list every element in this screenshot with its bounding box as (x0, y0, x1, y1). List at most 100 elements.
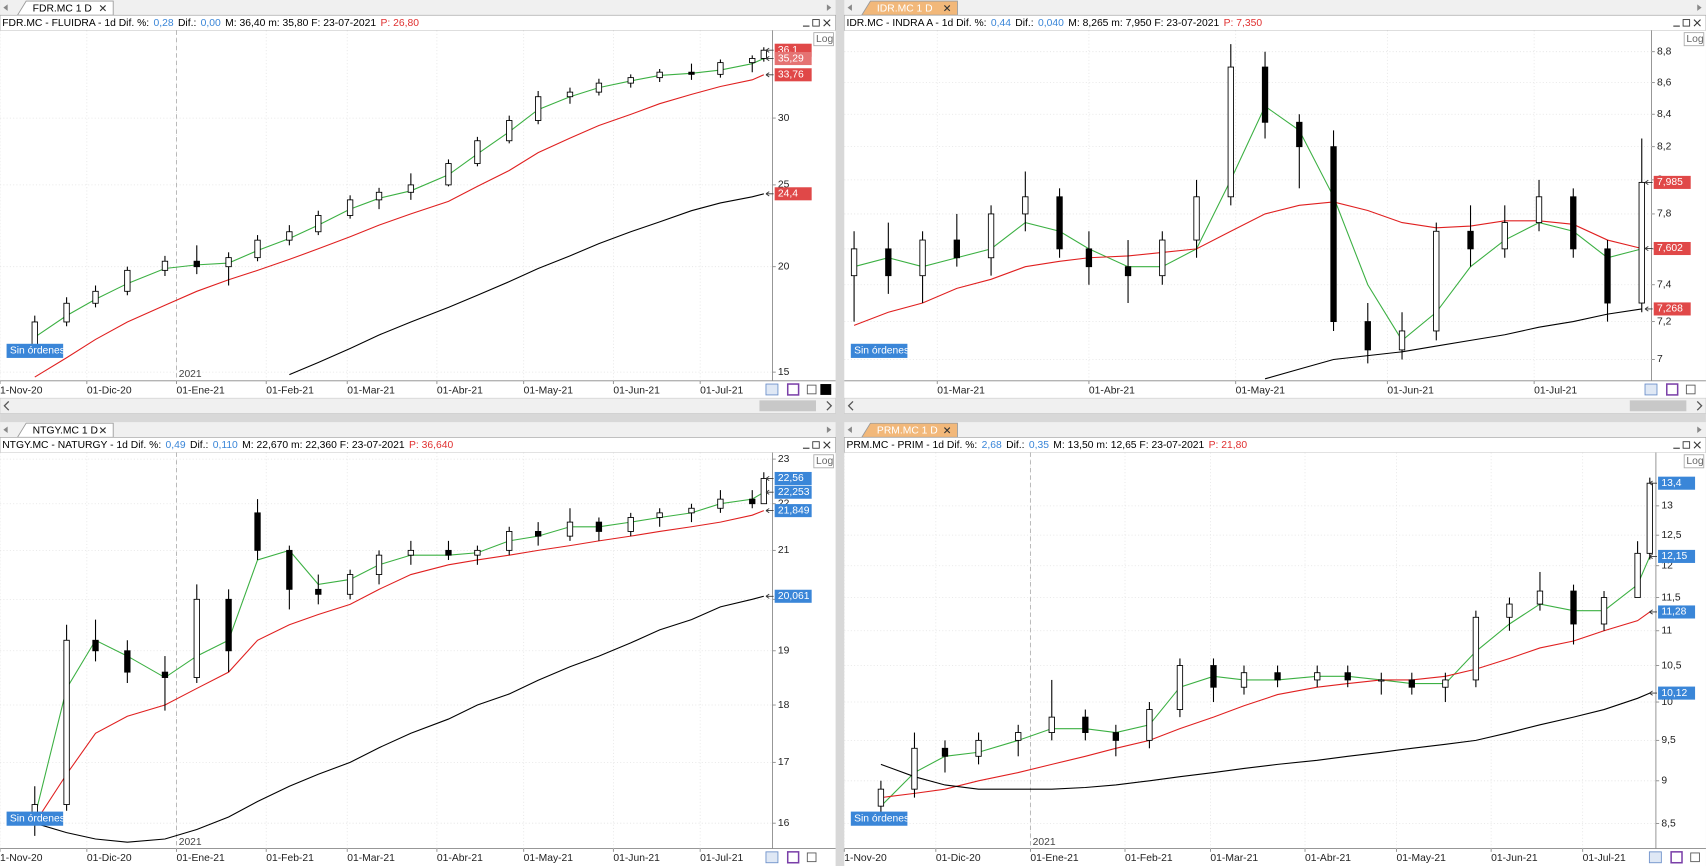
scrollbar[interactable] (843, 397, 1706, 414)
candle (656, 508, 663, 527)
log-button-label[interactable]: Log (1686, 456, 1703, 467)
tab-close[interactable] (99, 5, 106, 12)
scrollbar-thumb[interactable] (759, 400, 817, 412)
y-tick-label: 19 (778, 646, 790, 657)
maximize-button[interactable] (1682, 441, 1691, 449)
scroll-right-arrow[interactable] (826, 426, 832, 433)
maximize-button[interactable] (812, 19, 820, 27)
price-tag-arrow (765, 47, 774, 53)
log-button[interactable] (1683, 32, 1705, 47)
scroll-right-arrow[interactable] (1697, 4, 1702, 11)
save-tool[interactable] (1666, 383, 1679, 396)
candle-body (1604, 248, 1611, 304)
maximize-button[interactable] (1682, 19, 1691, 27)
candle (1330, 130, 1337, 331)
chart-header: NTGY.MC - NATURGY - 1d Dif. %: 0,49 Dif.: 0… (2, 440, 453, 451)
scroll-left-arrow[interactable] (3, 426, 8, 433)
price-tag-arrow (765, 593, 774, 599)
scrollbar-thumb[interactable] (1629, 400, 1687, 412)
y-tick-label: 7,8 (1657, 209, 1672, 220)
candle (1604, 240, 1611, 322)
plot-marks (877, 477, 1653, 824)
tab[interactable]: FDR.MC 1 D (16, 0, 114, 16)
tab[interactable]: PRM.MC 1 D (860, 422, 958, 438)
tab-close[interactable] (99, 427, 106, 434)
y-tick-label: 22 (778, 498, 790, 509)
scroll-right[interactable] (1696, 400, 1703, 411)
close-button[interactable] (823, 441, 831, 449)
candle (315, 574, 322, 605)
zoom-tool[interactable] (1648, 851, 1662, 864)
scroll-left[interactable] (3, 400, 10, 411)
scroll-right-arrow[interactable] (826, 4, 832, 11)
candle-body (1344, 672, 1351, 681)
candle (688, 503, 695, 523)
candle-body (474, 549, 481, 556)
orders-badge (850, 811, 908, 826)
tab-close[interactable] (944, 5, 951, 12)
log-button-label[interactable]: Log (816, 34, 833, 45)
zoom-tool[interactable] (1644, 383, 1658, 396)
candle-body (987, 213, 995, 259)
tab-close[interactable] (944, 427, 951, 434)
log-button[interactable] (813, 454, 834, 469)
header-field: M: 22,670 m: 22,360 F: 23-07-2021 (242, 440, 405, 451)
candle-body (627, 77, 634, 84)
log-button-label[interactable]: Log (816, 456, 833, 467)
scroll-left-arrow[interactable] (847, 4, 852, 11)
tab[interactable]: IDR.MC 1 D (860, 0, 958, 16)
year-label: 2021 (1033, 837, 1056, 848)
y-tick-label: 7 (1657, 354, 1663, 365)
orders-label: Sin órdenes (10, 346, 65, 357)
close-button[interactable] (823, 19, 831, 27)
layout-tool[interactable] (1685, 384, 1696, 395)
log-button-label[interactable]: Log (1686, 34, 1703, 45)
scroll-left-arrow[interactable] (3, 4, 8, 11)
candle (1085, 231, 1093, 285)
layout-tool[interactable] (806, 852, 817, 863)
scroll-left[interactable] (847, 400, 854, 411)
price-tag-label: 10,12 (1661, 688, 1687, 699)
candle-body (953, 239, 960, 259)
color-tool[interactable] (820, 384, 832, 395)
scroll-left-arrow[interactable] (847, 426, 852, 433)
header-field: 0,44 (991, 18, 1011, 29)
layout-tool[interactable] (1690, 852, 1700, 863)
candle (506, 115, 513, 144)
y-tick-label: 10,5 (1661, 660, 1681, 671)
close-button[interactable] (1693, 441, 1701, 449)
save-tool[interactable] (1670, 851, 1683, 864)
save-tool[interactable] (786, 851, 800, 864)
layout-tool[interactable] (806, 384, 817, 395)
y-tick-label: 8,8 (1657, 46, 1672, 57)
plot-marks (31, 472, 767, 843)
candle (124, 640, 131, 683)
candle-body (975, 739, 982, 757)
close-button[interactable] (1693, 19, 1701, 27)
save-tool[interactable] (786, 383, 800, 396)
log-button[interactable] (1683, 454, 1705, 469)
candle (1638, 138, 1645, 313)
log-button[interactable] (813, 32, 834, 47)
candle-body (254, 239, 261, 259)
tab[interactable]: NTGY.MC 1 D (16, 422, 114, 438)
zoom-tool[interactable] (765, 383, 779, 396)
scroll-right[interactable] (826, 400, 833, 411)
candle (535, 522, 542, 546)
maximize-button[interactable] (812, 441, 820, 449)
x-tick-label: 01-Abr-21 (437, 385, 483, 396)
chart-panel: NTGY.MC 1 D NTGY.MC - NATURGY - 1d Dif. %… (0, 422, 836, 866)
candle (749, 490, 756, 509)
candle-body (254, 512, 261, 551)
tab-bar (0, 0, 836, 16)
moving-average-line (1264, 308, 1642, 380)
zoom-tool[interactable] (765, 851, 779, 864)
scrollbar[interactable] (0, 397, 836, 414)
header-field: Dif.: (1006, 440, 1024, 451)
candle-body (1210, 665, 1217, 688)
price-tag-arrow (765, 475, 774, 482)
candle (1535, 179, 1543, 232)
x-tick-label: 01-Jul-21 (700, 853, 743, 864)
scroll-right-arrow[interactable] (1697, 426, 1702, 433)
